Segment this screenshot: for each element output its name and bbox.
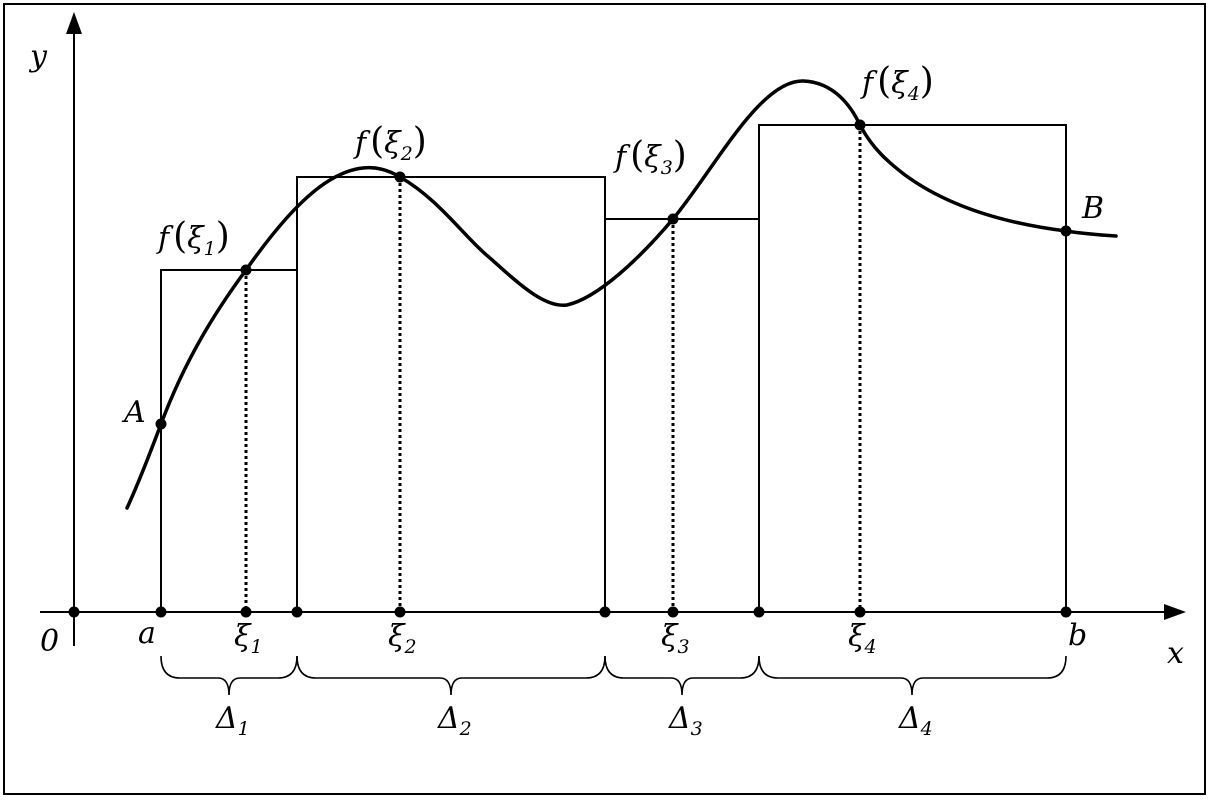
label-delta-3: Δ3 — [668, 701, 703, 740]
point-f-xi-4 — [854, 119, 866, 131]
label-a: a — [138, 616, 156, 651]
label-xi-2: ξ2 — [388, 619, 417, 658]
point-f-xi-3 — [667, 213, 679, 225]
point-a — [155, 606, 167, 618]
xi-axis-labels: ξ1 ξ2 ξ3 ξ4 — [234, 619, 877, 658]
y-axis-arrow — [66, 12, 82, 34]
axis-points — [155, 606, 1072, 618]
origin-dot — [68, 606, 80, 618]
point-xi-2 — [394, 606, 406, 618]
f-xi-labels: f (ξ1) f (ξ2) f (ξ3) f (ξ4) — [156, 61, 934, 260]
point-f-xi-2 — [394, 171, 406, 183]
label-f-xi-1: f (ξ1) — [156, 216, 230, 260]
x-axis-label: x — [1167, 636, 1184, 671]
label-f-xi-3: f (ξ3) — [613, 135, 687, 179]
label-delta-2: Δ2 — [437, 701, 472, 740]
rectangle-3 — [604, 218, 760, 612]
point-x2 — [599, 606, 611, 618]
point-B — [1060, 225, 1072, 237]
origin-label: 0 — [40, 624, 59, 659]
brace-delta-2 — [296, 655, 606, 696]
point-xi-3 — [667, 606, 679, 618]
function-curve — [125, 79, 1118, 510]
label-xi-4: ξ4 — [848, 619, 877, 658]
label-xi-1: ξ1 — [234, 619, 263, 658]
rectangle-2 — [296, 176, 606, 612]
point-x1 — [291, 606, 303, 618]
axes — [40, 12, 1186, 646]
x-axis-arrow — [1164, 604, 1186, 620]
curve-points — [155, 119, 1072, 430]
brace-delta-1 — [160, 655, 298, 696]
brace-delta-3 — [604, 655, 760, 696]
label-delta-4: Δ4 — [898, 701, 933, 740]
y-axis-label: y — [28, 39, 48, 74]
rectangle-4 — [758, 124, 1067, 612]
point-A — [155, 418, 167, 430]
point-f-xi-1 — [240, 264, 252, 276]
sample-lines — [244, 125, 862, 612]
riemann-rectangles — [160, 124, 1067, 612]
brace-delta-4 — [758, 655, 1067, 696]
label-B: B — [1081, 191, 1104, 226]
label-b: b — [1068, 618, 1087, 653]
delta-labels: Δ1 Δ2 Δ3 Δ4 — [215, 701, 933, 740]
point-b — [1060, 606, 1072, 618]
label-f-xi-4: f (ξ4) — [860, 61, 934, 105]
label-xi-3: ξ3 — [661, 619, 690, 658]
point-xi-1 — [240, 606, 252, 618]
point-x3 — [753, 606, 765, 618]
label-delta-1: Δ1 — [215, 701, 250, 740]
label-f-xi-2: f (ξ2) — [353, 121, 427, 165]
figure-frame — [3, 3, 1206, 795]
label-A: A — [121, 395, 146, 430]
rectangle-1 — [160, 269, 298, 612]
interval-braces — [160, 655, 1067, 696]
point-xi-4 — [854, 606, 866, 618]
